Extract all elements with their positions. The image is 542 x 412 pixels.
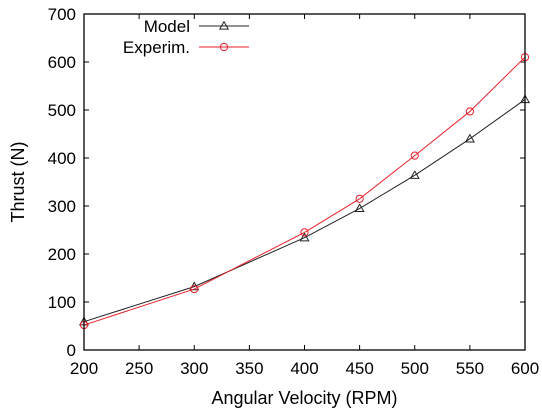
x-axis-title: Angular Velocity (RPM)	[211, 388, 397, 408]
x-tick-label: 450	[345, 359, 373, 378]
data-point	[464, 133, 475, 143]
data-point	[354, 203, 365, 213]
x-tick-label: 600	[511, 359, 539, 378]
x-tick-label: 300	[180, 359, 208, 378]
y-tick-label: 500	[48, 101, 76, 120]
y-tick-label: 700	[48, 5, 76, 24]
x-tick-label: 400	[290, 359, 318, 378]
x-tick-label: 250	[125, 359, 153, 378]
legend-label: Experim.	[123, 38, 190, 57]
y-tick-label: 600	[48, 53, 76, 72]
plot-frame	[83, 13, 526, 351]
data-point	[465, 107, 474, 116]
y-tick-label: 300	[48, 197, 76, 216]
data-point	[299, 232, 310, 242]
legend-item: Model	[144, 17, 249, 36]
legend: Model Experim.	[123, 17, 249, 57]
series-2	[79, 53, 530, 330]
data-point	[190, 284, 199, 294]
x-tick-label: 550	[456, 359, 484, 378]
legend-label: Model	[144, 17, 190, 36]
x-tick-label: 200	[70, 359, 98, 378]
y-tick-label: 0	[67, 341, 76, 360]
series-1	[78, 94, 531, 326]
y-axis-title: Thrust (N)	[8, 142, 28, 223]
series-layer	[78, 53, 531, 330]
legend-marker	[219, 42, 229, 52]
y-tick-label: 100	[48, 293, 76, 312]
data-point	[410, 151, 419, 160]
x-tick-label: 350	[235, 359, 263, 378]
axis-ticks: 200 250 300 350 400 450 500 550 600 0 100 200 300 400…	[48, 5, 540, 378]
data-point	[355, 194, 364, 203]
legend-item: Experim.	[123, 38, 249, 57]
series-line	[83, 99, 526, 323]
data-point	[300, 228, 309, 237]
y-tick-label: 200	[48, 245, 76, 264]
data-point	[409, 170, 420, 179]
legend-marker	[218, 20, 230, 30]
y-tick-label: 400	[48, 149, 76, 168]
series-line	[83, 56, 526, 326]
x-tick-label: 500	[401, 359, 429, 378]
